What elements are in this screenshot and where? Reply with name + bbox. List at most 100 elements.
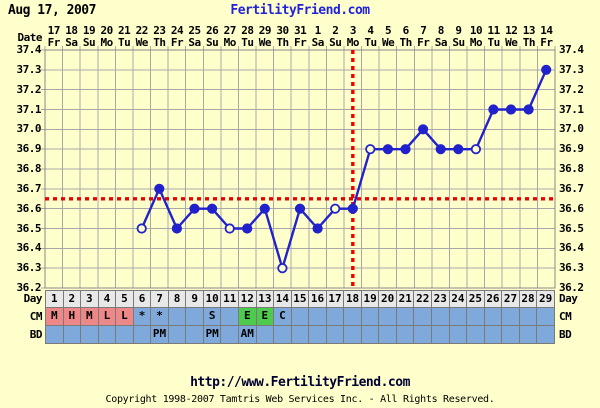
day-cell: 10 [203, 290, 222, 308]
bd-cell [379, 326, 397, 344]
site-url[interactable]: http://www.FertilityFriend.com [190, 375, 410, 390]
day-cell: 5 [116, 290, 134, 308]
weekday-cell: Tu [487, 37, 501, 49]
date-cell: 28 [241, 25, 254, 37]
temp-point-open [277, 263, 288, 274]
cm-row-label-left: CM [29, 310, 43, 323]
bd-cell [168, 326, 187, 344]
date-cell: 20 [100, 25, 113, 37]
bd-cell [81, 326, 99, 344]
cm-cell [309, 308, 327, 326]
date-cell: 5 [385, 25, 392, 37]
cm-cell [396, 308, 415, 326]
day-row-label-right: Day [559, 292, 578, 305]
bd-cell [63, 326, 82, 344]
date-cell: 23 [153, 25, 166, 37]
weekday-cell: Sa [188, 37, 201, 49]
date-cell: 11 [487, 25, 501, 37]
bd-cell [396, 326, 415, 344]
temp-point-open [136, 223, 147, 234]
day-cell: 8 [168, 290, 187, 308]
weekday-cell: Mo [100, 37, 113, 49]
weekday-cell: Fr [540, 37, 553, 49]
bd-cell [309, 326, 327, 344]
temp-point [488, 104, 499, 115]
day-cell: 11 [221, 290, 240, 308]
day-cell: 14 [274, 290, 292, 308]
day-cell: 7 [151, 290, 169, 308]
temp-tick-label: 36.4 [16, 241, 42, 255]
bd-cell [414, 326, 433, 344]
date-cell: 8 [437, 25, 445, 37]
site-title-link[interactable]: FertilityFriend.com [230, 3, 370, 18]
temp-tick-label: 37.4 [16, 43, 42, 56]
temp-tick-label: 36.4 [559, 241, 584, 255]
day-cell: 24 [449, 290, 468, 308]
copyright-text: Copyright 1998-2007 Tamtris Web Services… [105, 394, 495, 405]
day-cell: 3 [81, 290, 99, 308]
cm-cell [537, 308, 555, 326]
temp-point [312, 223, 323, 234]
day-cell: 6 [133, 290, 152, 308]
weekday-header-row: Fr Sa Su Mo Tu We Th Fr Sa Su Mo Tu We Th Fr Sa Su Mo Tu We… [45, 37, 555, 49]
date-cell: 13 [522, 25, 536, 37]
temp-tick-label: 37.2 [559, 82, 584, 96]
date-cell: 9 [455, 25, 462, 37]
weekday-cell: Mo [469, 37, 483, 49]
weekday-cell: Fr [417, 37, 430, 49]
temp-tick-label: 37.3 [16, 62, 42, 76]
temp-point [382, 144, 393, 155]
temp-point-open [224, 223, 235, 234]
day-cell: 4 [98, 290, 117, 308]
bd-row-label-right: BD [559, 328, 572, 341]
day-cell: 17 [326, 290, 345, 308]
bd-cell [45, 326, 64, 344]
day-cell: 18 [344, 290, 362, 308]
date-cell: 6 [402, 25, 410, 37]
temp-point [435, 144, 446, 155]
temp-tick-label: 36.9 [16, 142, 42, 156]
temp-point [347, 203, 358, 214]
bd-cell [98, 326, 117, 344]
weekday-cell: Mo [346, 37, 360, 49]
date-cell: 30 [276, 25, 289, 37]
day-cell: 21 [396, 290, 415, 308]
cm-cell: * [133, 308, 152, 326]
day-cell: 27 [502, 290, 520, 308]
cm-cell: S [203, 308, 222, 326]
temp-point [541, 64, 552, 75]
weekday-cell: Tu [241, 37, 254, 49]
temp-tick-label: 36.2 [559, 281, 584, 294]
bd-cell [502, 326, 520, 344]
date-cell: 19 [82, 25, 96, 37]
bd-cell [467, 326, 485, 344]
temp-point [400, 144, 411, 155]
bd-cell: PM [151, 326, 169, 344]
date-cell: 24 [170, 25, 184, 37]
bd-cell [186, 326, 204, 344]
day-row-label-left: Day [23, 292, 43, 305]
cm-cell: M [81, 308, 99, 326]
bd-cell: PM [203, 326, 222, 344]
cm-cell [432, 308, 450, 326]
temp-tick-label: 36.7 [559, 181, 584, 195]
weekday-cell: Tu [364, 37, 377, 49]
cm-cell: * [151, 308, 169, 326]
cm-cell [221, 308, 240, 326]
date-cell: 10 [469, 25, 483, 37]
bd-cell [432, 326, 450, 344]
temp-tick-label: 36.6 [559, 201, 584, 215]
cycle-day-row: 1 2 3 4 5 6 7 8 9 10 11 12 13 14 15 16 17 18 19 20 21 22 23 24 2… [45, 290, 555, 308]
bd-cell [449, 326, 468, 344]
day-cell: 13 [256, 290, 275, 308]
cm-cell [414, 308, 433, 326]
day-cell: 22 [414, 290, 433, 308]
temp-point [259, 203, 270, 214]
temp-point [154, 183, 165, 194]
date-cell: 17 [47, 25, 61, 37]
date-cell: 29 [258, 25, 272, 37]
cm-cell: M [45, 308, 64, 326]
date-cell: 1 [314, 25, 322, 37]
weekday-cell: Su [329, 37, 342, 49]
